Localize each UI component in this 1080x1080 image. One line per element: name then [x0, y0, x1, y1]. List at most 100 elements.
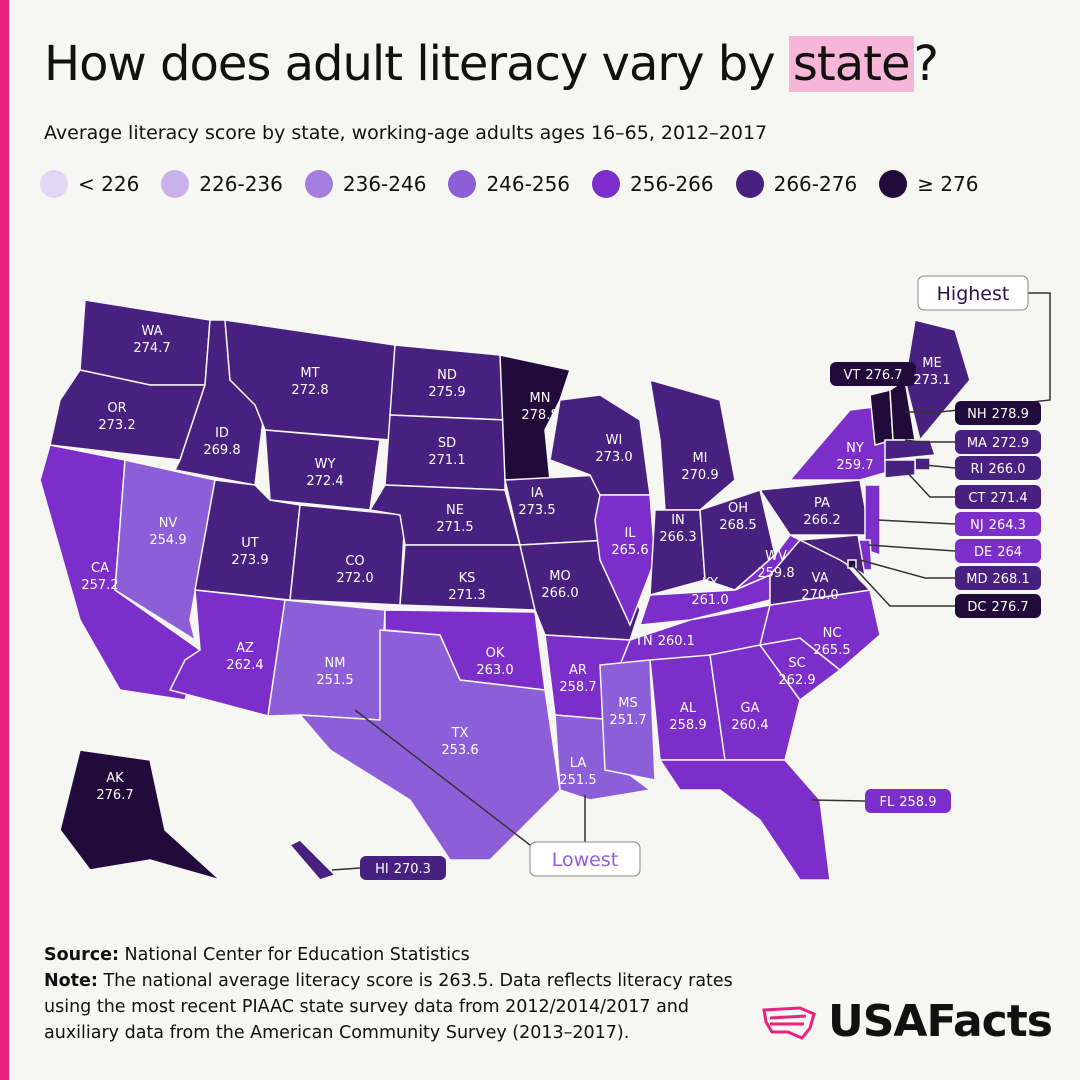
- state-value: 276.7: [96, 788, 133, 803]
- accent-bar: [0, 0, 9, 1080]
- state-value: 273.5: [518, 503, 555, 518]
- state-value: 268.1: [993, 572, 1030, 587]
- state-abbr: WI: [606, 433, 623, 448]
- state-value: 268.5: [719, 518, 756, 533]
- callout-label: CT 271.4: [968, 491, 1027, 506]
- legend-label: 246-256: [486, 172, 571, 196]
- annotation-highest: Highest: [937, 283, 1010, 305]
- state-value: 263.0: [476, 663, 513, 678]
- callout-label: HI 270.3: [375, 862, 431, 877]
- state-abbr: DC: [967, 600, 986, 615]
- callout-box: [830, 362, 916, 386]
- state-value: 260.1: [658, 634, 695, 649]
- state-value: 262.4: [226, 658, 263, 673]
- state-value: 258.9: [669, 718, 706, 733]
- state-value: 276.7: [865, 368, 902, 383]
- state-abbr: MO: [549, 569, 570, 584]
- state-abbr: AZ: [236, 641, 254, 656]
- state-abbr: IA: [531, 486, 544, 501]
- state-abbr: ND: [437, 368, 457, 383]
- callout-label: MA 272.9: [967, 436, 1029, 451]
- callout-box: [955, 485, 1041, 509]
- state-value: 270.3: [394, 862, 431, 877]
- state: [734, 534, 802, 591]
- state-abbr: AK: [106, 771, 124, 786]
- state-abbr: MT: [300, 366, 319, 381]
- title-text: ?: [913, 36, 940, 92]
- title-highlight: state: [788, 36, 914, 92]
- state-abbr: NM: [325, 656, 346, 671]
- state-value: 259.7: [836, 458, 873, 473]
- logo-icon: [762, 1005, 816, 1040]
- state-value: 258.7: [559, 680, 596, 695]
- legend-item: 236-246: [304, 170, 426, 198]
- state-abbr: MS: [618, 696, 637, 711]
- state-value: 266.3: [659, 530, 696, 545]
- state-abbr: NY: [846, 441, 864, 456]
- legend-label: 256-266: [630, 172, 714, 196]
- state-abbr: LA: [570, 756, 587, 771]
- state-labels: WA 274.7 OR 273.2 CA 257.2 NV 254.9 ID 269.8 MT 272…: [81, 324, 1041, 880]
- title: How does adult literacy vary by state?: [44, 36, 940, 92]
- state-value: 259.8: [757, 566, 794, 581]
- state-abbr: WY: [315, 457, 336, 472]
- legend-swatch: [879, 170, 908, 198]
- state-abbr: FL: [880, 795, 895, 810]
- state-value: 262.9: [778, 673, 815, 688]
- state-value: 278.8: [521, 408, 558, 423]
- source-label: Source:: [44, 945, 119, 965]
- state-abbr: CT: [968, 491, 985, 506]
- legend-item: 246-256: [448, 170, 570, 198]
- state-value: 269.8: [203, 443, 240, 458]
- state-value: 264.3: [989, 518, 1026, 533]
- state-abbr: NC: [823, 626, 842, 641]
- state: [904, 319, 971, 442]
- state-value: 264: [997, 545, 1022, 560]
- callout-box: [360, 856, 446, 880]
- callout-box: [955, 539, 1041, 563]
- legend-swatch: [304, 170, 333, 198]
- state-value: 251.5: [559, 773, 596, 788]
- legend-item: < 226: [40, 170, 139, 198]
- legend-item: ≥ 276: [879, 170, 978, 198]
- legend-swatch: [40, 170, 68, 198]
- state-abbr: NV: [159, 516, 178, 531]
- state-abbr: NH: [967, 407, 987, 422]
- state-abbr: WV: [765, 549, 787, 564]
- subtitle: Average literacy score by state, working…: [44, 122, 768, 144]
- callout-label: DE 264: [974, 545, 1022, 560]
- state-value: 273.1: [913, 373, 950, 388]
- state-value: 258.9: [899, 795, 936, 810]
- state-abbr: MD: [966, 572, 987, 587]
- state-abbr: CO: [345, 554, 364, 569]
- note: The national average literacy score is 2…: [44, 971, 733, 1043]
- leader-lines: [331, 292, 1051, 871]
- callout-box: [955, 456, 1041, 480]
- state-value: 260.4: [731, 718, 768, 733]
- state-abbr: NJ: [970, 518, 984, 533]
- state-value: 278.9: [992, 407, 1029, 422]
- legend-label: 266-276: [773, 172, 858, 196]
- state-value: 273.0: [595, 450, 632, 465]
- state: [869, 389, 894, 446]
- state-value: 275.9: [428, 385, 465, 400]
- state-abbr: AL: [680, 701, 697, 716]
- state-abbr: VT: [843, 368, 860, 383]
- annotation-box: [529, 841, 641, 877]
- state: [599, 659, 656, 781]
- state: [594, 494, 656, 627]
- state-abbr: OK: [486, 646, 505, 661]
- callout-box: [955, 512, 1041, 536]
- state-abbr: MN: [530, 391, 551, 406]
- state-abbr: TX: [451, 726, 469, 741]
- legend: < 226 226-236 236-246 246-256 256-266 266-276…: [40, 170, 978, 198]
- state: [864, 484, 881, 557]
- state-abbr: PA: [814, 496, 830, 511]
- legend-swatch: [161, 170, 190, 198]
- state-abbr: MA: [967, 436, 987, 451]
- state-abbr: MI: [692, 451, 707, 466]
- state-value: 271.3: [448, 588, 485, 603]
- callout-label: DC 276.7: [967, 600, 1028, 615]
- callout-label: VT 276.7: [843, 368, 902, 383]
